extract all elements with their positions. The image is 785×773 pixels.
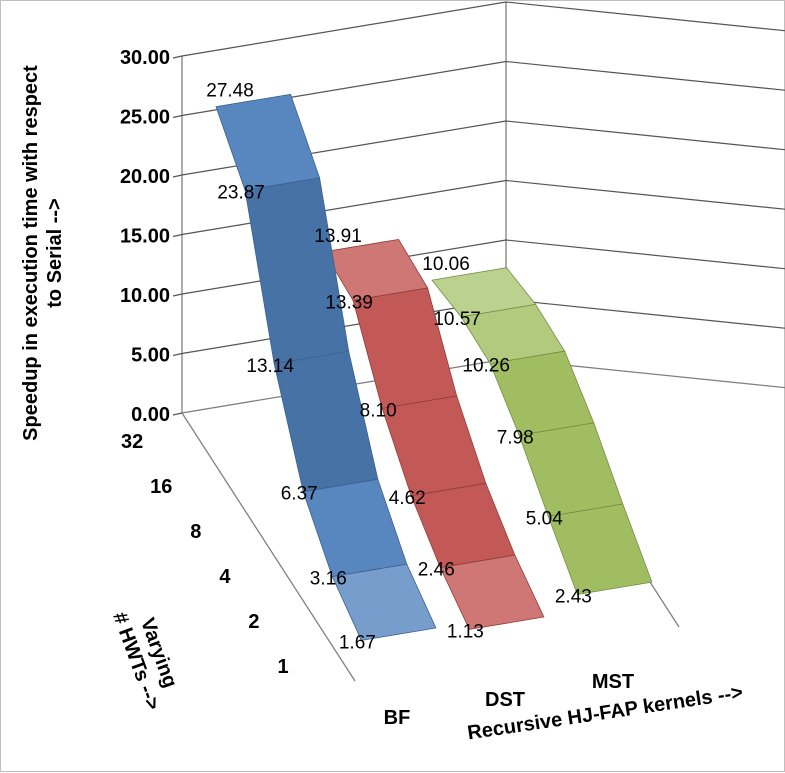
ribbons bbox=[215, 93, 653, 641]
ribbon-bf bbox=[215, 93, 437, 641]
data-label: 2.46 bbox=[418, 560, 455, 581]
gridline bbox=[172, 120, 785, 178]
ribbon-segment bbox=[215, 93, 321, 191]
data-label: 10.26 bbox=[462, 356, 510, 377]
z-tick-label: 1 bbox=[277, 656, 288, 678]
data-label: 1.13 bbox=[447, 621, 484, 642]
gridline bbox=[172, 179, 785, 238]
data-label: 13.39 bbox=[325, 292, 373, 313]
y-tick-label: 0.00 bbox=[131, 404, 170, 426]
data-label: 13.14 bbox=[246, 356, 294, 377]
z-tick-label: 4 bbox=[219, 566, 231, 588]
data-labels: 1.67 3.16 6.37 13.14 23.87 27.48 1.13 2.46 4.62 8… bbox=[206, 81, 592, 654]
y-tick-label: 20.00 bbox=[120, 166, 170, 188]
data-label: 10.06 bbox=[422, 254, 470, 275]
ribbon-dst bbox=[323, 238, 545, 630]
ribbon-segment bbox=[244, 177, 350, 365]
y-axis-title-line: to Serial --> bbox=[44, 198, 66, 307]
data-label: 27.48 bbox=[206, 81, 254, 102]
data-label: 8.10 bbox=[360, 400, 397, 421]
y-tick-label: 5.00 bbox=[131, 345, 170, 367]
ribbon-segment bbox=[547, 503, 653, 595]
data-label: 13.91 bbox=[314, 226, 362, 247]
gridline bbox=[172, 60, 785, 119]
ribbon-segment bbox=[331, 563, 437, 641]
data-label: 4.62 bbox=[389, 488, 426, 509]
y-axis-title-line: Speedup in execution time with respect bbox=[20, 65, 42, 441]
right-floor-edge bbox=[505, 358, 785, 389]
z-tick-label: 16 bbox=[150, 476, 172, 498]
y-tick-label: 25.00 bbox=[120, 107, 170, 129]
y-tick-label: 30.00 bbox=[120, 47, 170, 69]
data-label: 23.87 bbox=[217, 182, 265, 203]
data-label: 10.57 bbox=[433, 309, 481, 330]
ribbon-mst bbox=[431, 267, 653, 595]
data-label: 6.37 bbox=[281, 484, 318, 505]
data-label: 7.98 bbox=[497, 427, 534, 448]
ribbon-segment bbox=[518, 422, 624, 517]
x-tick-label: MST bbox=[592, 671, 634, 693]
x-tick-label: DST bbox=[485, 689, 525, 711]
gridline bbox=[172, 412, 183, 416]
y-tick-label: 15.00 bbox=[120, 226, 170, 248]
ribbon-segment bbox=[381, 395, 487, 497]
gridline bbox=[172, 1, 785, 59]
z-tick-label: 8 bbox=[190, 521, 201, 543]
ribbon-segment bbox=[410, 482, 516, 569]
y-axis-title: Speedup in execution time with respect to… bbox=[20, 65, 66, 441]
y-tick-label: 10.00 bbox=[120, 285, 170, 307]
ribbon-segment bbox=[439, 554, 545, 630]
data-label: 2.43 bbox=[555, 586, 592, 607]
data-label: 5.04 bbox=[526, 508, 563, 529]
z-tick-label: 2 bbox=[248, 611, 259, 633]
x-tick-label: BF bbox=[384, 707, 411, 729]
data-label: 1.67 bbox=[339, 632, 376, 653]
z-tick-label: 32 bbox=[121, 431, 143, 453]
z-axis-title: Varying# HWTs --> bbox=[108, 601, 186, 713]
data-label: 3.16 bbox=[310, 569, 347, 590]
